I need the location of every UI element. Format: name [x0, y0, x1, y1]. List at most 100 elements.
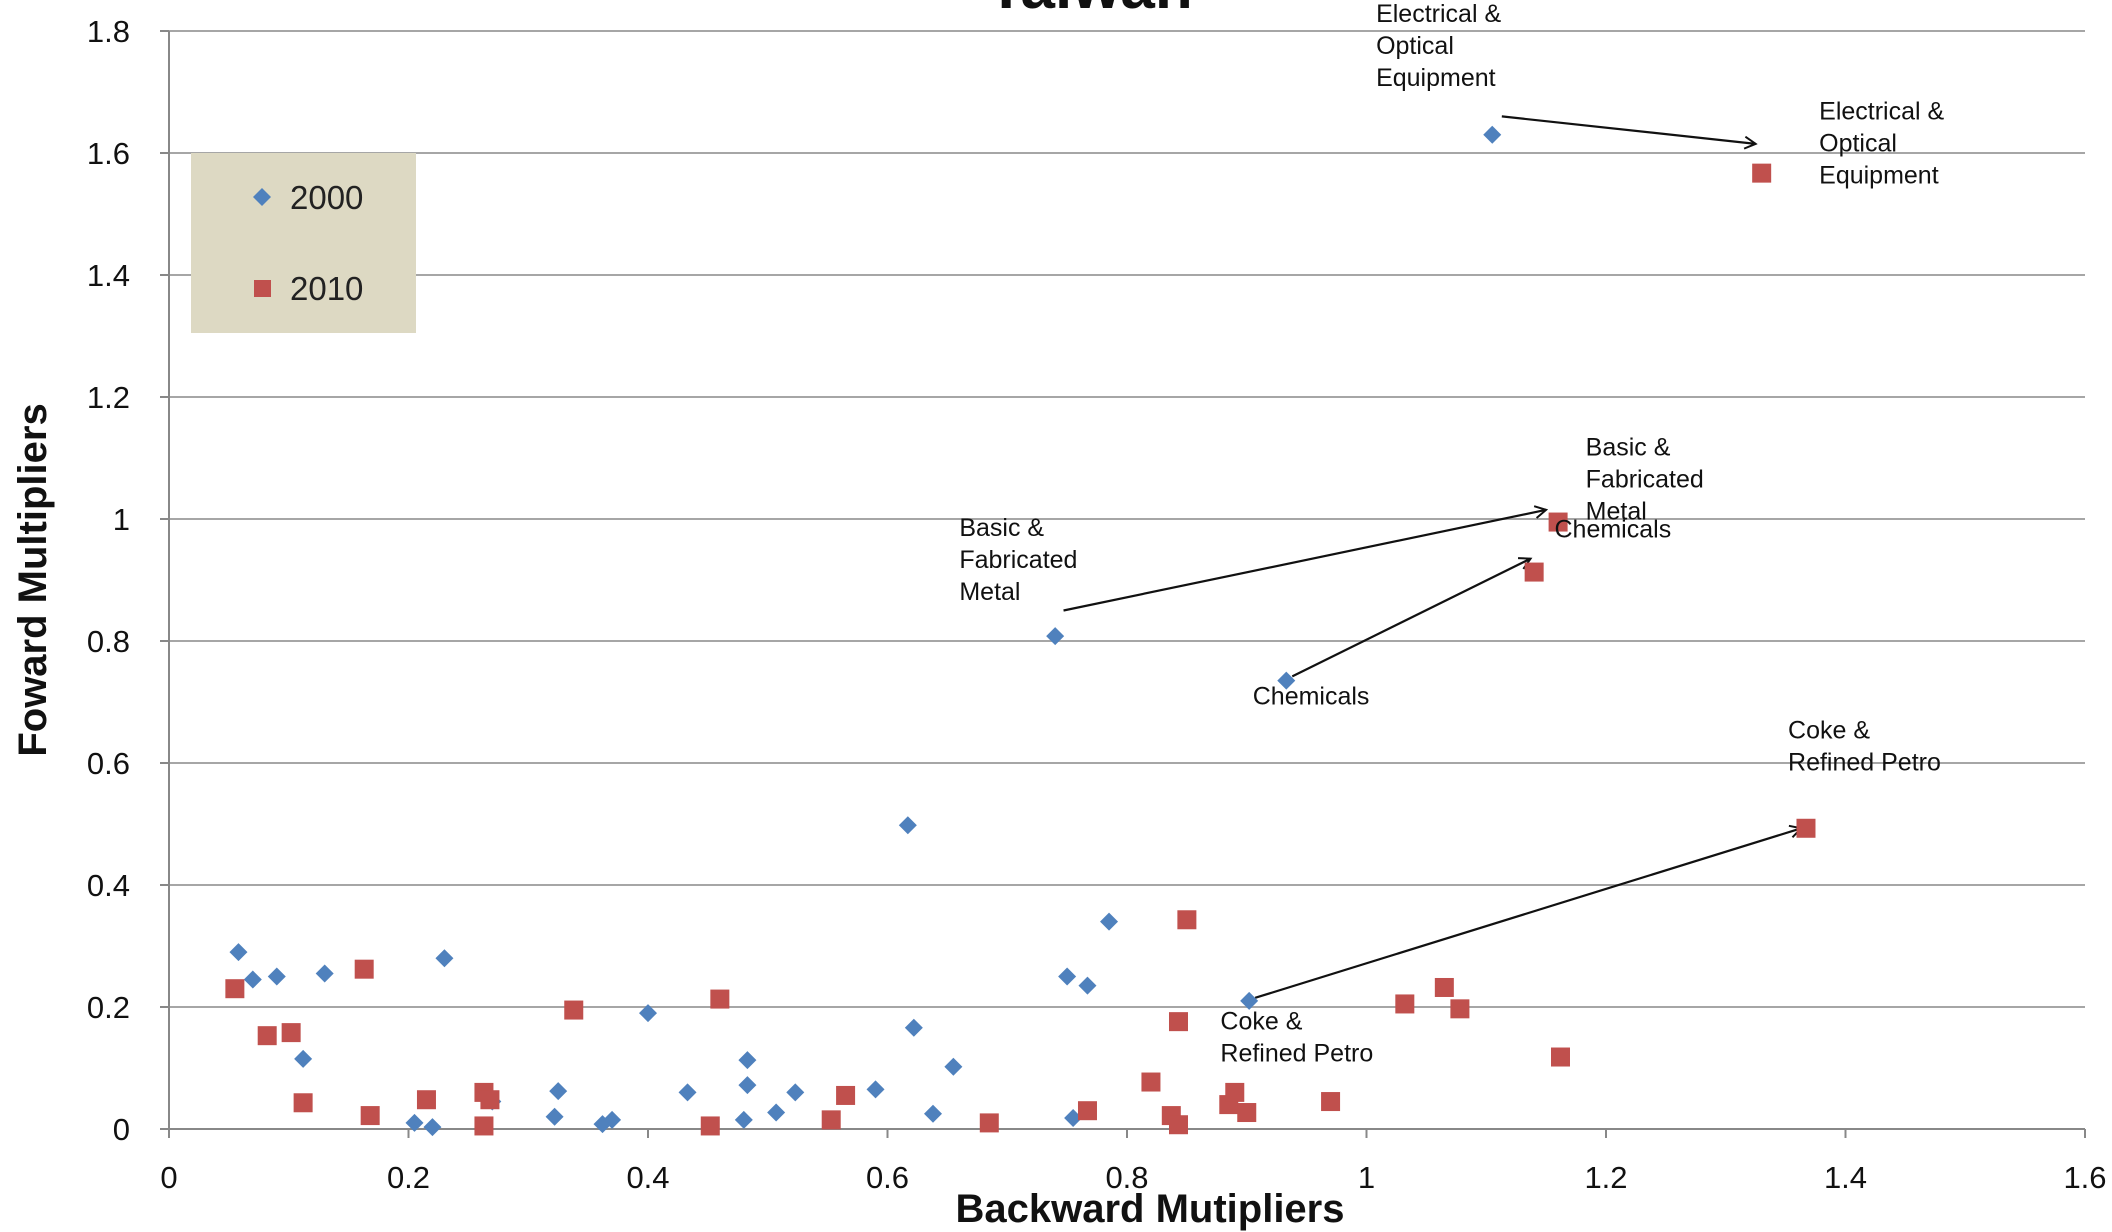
point-2000 — [1100, 912, 1119, 931]
point-2010 — [281, 1023, 301, 1043]
point-2000 — [678, 1083, 697, 1102]
point-2010 — [480, 1090, 500, 1110]
annotation-label: Basic & Fabricated Metal — [1586, 434, 1704, 526]
y-tick-label: 1.2 — [87, 380, 130, 415]
point-2000 — [786, 1083, 805, 1102]
annotation-label: Chemicals — [1253, 682, 1370, 710]
x-tick-label: 1.4 — [1824, 1160, 1867, 1195]
point-2000 — [924, 1104, 943, 1123]
x-tick-label: 1 — [1358, 1160, 1375, 1195]
point-2010 — [1141, 1072, 1161, 1092]
chart-title: Taiwan — [987, 0, 1193, 22]
legend-item-2010: 2010 — [254, 270, 363, 307]
point-2000 — [738, 1051, 757, 1070]
point-2010 — [1434, 977, 1454, 997]
point-2000 — [866, 1080, 885, 1099]
point-2010 — [1550, 1047, 1570, 1067]
point-2000 — [405, 1113, 424, 1132]
point-2000 — [1483, 125, 1502, 144]
x-tick-label: 0.4 — [626, 1160, 669, 1195]
point-2000 — [1240, 991, 1259, 1010]
legend: 2000 2010 — [191, 153, 416, 333]
legend-label-2010: 2010 — [290, 270, 363, 307]
point-2000 — [435, 949, 454, 968]
point-2000 — [1277, 671, 1296, 690]
point-2010 — [1796, 818, 1816, 838]
point-2000 — [1064, 1109, 1083, 1128]
y-tick-label: 1.8 — [87, 14, 130, 49]
point-2010 — [1168, 1012, 1188, 1032]
point-2010 — [1321, 1092, 1341, 1112]
point-2010 — [1450, 999, 1470, 1019]
y-axis-title: Foward Multipliers — [11, 403, 55, 756]
point-2000 — [294, 1049, 313, 1068]
legend-item-2000: 2000 — [253, 179, 363, 216]
legend-marker-2000 — [253, 188, 271, 206]
annotation-label: Coke & Refined Petro — [1220, 1008, 1373, 1068]
annotation-label: Basic & Fabricated Metal — [959, 514, 1077, 606]
x-tick-label: 1.6 — [2063, 1160, 2106, 1195]
point-2000 — [639, 1004, 657, 1023]
point-2000 — [898, 816, 917, 835]
annotation-arrow — [1501, 115, 1756, 143]
point-2000 — [734, 1110, 753, 1129]
point-2000 — [1058, 967, 1077, 986]
annotation-label: Chemicals — [1555, 515, 1672, 543]
x-axis-title: Backward Mutipliers — [955, 1187, 1344, 1231]
legend-marker-2010 — [254, 280, 271, 297]
y-tick-label: 0.2 — [87, 990, 130, 1025]
point-2000 — [1078, 976, 1097, 995]
annotation-arrows — [1063, 115, 1802, 999]
point-2010 — [354, 959, 374, 979]
point-2010 — [360, 1106, 380, 1126]
y-tick-label: 1.6 — [87, 136, 130, 171]
point-2000 — [315, 964, 334, 983]
point-2010 — [1524, 562, 1544, 582]
tick-labels: 0 0.2 0.4 0.6 0.8 1 1.2 1.4 1.6 1.8 0 0.2 0.4 0.6 0.8 1… — [87, 14, 2107, 1195]
x-tick-label: 1.2 — [1584, 1160, 1627, 1195]
point-2000 — [267, 967, 286, 986]
legend-box — [191, 153, 416, 333]
annotation-label: Electrical & Optical Equipment — [1376, 0, 1501, 92]
point-2000 — [423, 1118, 442, 1137]
point-2010 — [979, 1113, 999, 1133]
point-2010 — [257, 1026, 277, 1046]
point-2000 — [603, 1110, 622, 1129]
point-2000 — [738, 1076, 757, 1095]
point-2010 — [1225, 1082, 1245, 1102]
gridlines — [169, 30, 2085, 1008]
point-2010 — [1548, 512, 1568, 532]
point-2000 — [545, 1107, 564, 1126]
y-tick-label: 0.4 — [87, 868, 130, 903]
point-2000 — [944, 1057, 963, 1076]
x-tick-label: 0 — [160, 1160, 177, 1195]
point-2010 — [416, 1090, 436, 1110]
x-tick-label: 0.8 — [1105, 1160, 1148, 1195]
y-tick-label: 0 — [113, 1112, 130, 1147]
point-2000 — [229, 943, 248, 962]
point-2010 — [1177, 910, 1197, 930]
point-2010 — [1752, 163, 1772, 183]
point-2010 — [564, 1000, 584, 1020]
point-2010 — [474, 1116, 494, 1136]
point-2010 — [821, 1110, 841, 1130]
point-2000 — [243, 970, 262, 989]
annotation-arrow — [1291, 559, 1530, 678]
point-2010 — [1237, 1103, 1257, 1123]
annotation-label: Electrical & Optical Equipment — [1819, 97, 1944, 189]
annotation-label: Coke & Refined Petro — [1788, 717, 1941, 777]
point-2000 — [1046, 627, 1065, 646]
annotation-arrow — [1254, 828, 1801, 999]
x-tick-label: 0.6 — [866, 1160, 909, 1195]
y-tick-label: 1 — [113, 502, 130, 537]
y-tick-label: 0.6 — [87, 746, 130, 781]
point-2010 — [836, 1085, 856, 1105]
annotations: Electrical & Optical Equipment Electrical &… — [959, 0, 1944, 1068]
point-2010 — [1168, 1115, 1188, 1135]
x-tick-label: 0.2 — [387, 1160, 430, 1195]
point-2010 — [710, 989, 730, 1009]
data-points — [225, 125, 1816, 1137]
axes — [160, 30, 2086, 1138]
point-2000 — [904, 1018, 923, 1037]
